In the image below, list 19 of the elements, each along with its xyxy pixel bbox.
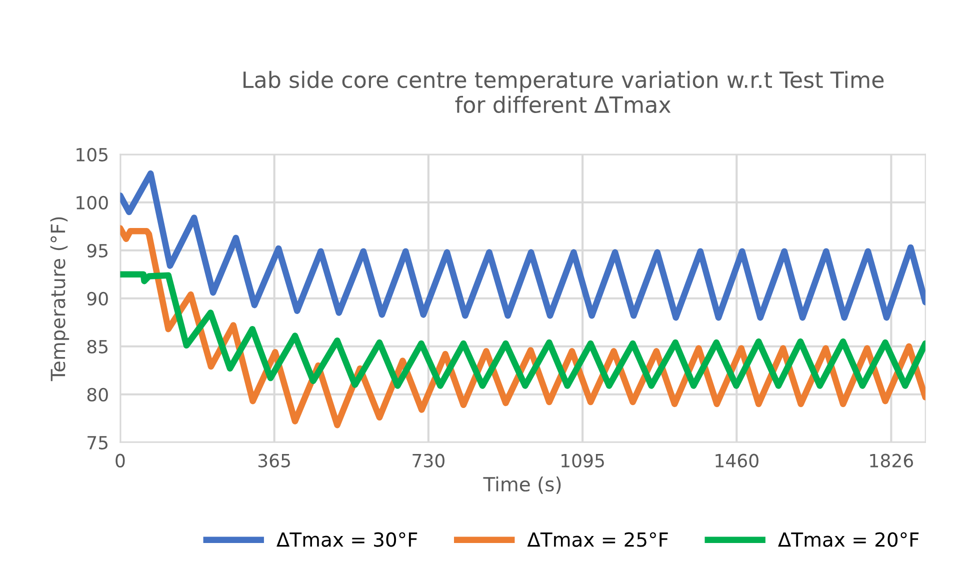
y-tick-label: 75 <box>88 436 108 450</box>
legend-label: ΔTmax = 20°F <box>778 532 919 547</box>
legend-label: ΔTmax = 25°F <box>527 532 668 547</box>
y-tick-label: 90 <box>87 292 108 306</box>
x-tick-label: 730 <box>412 454 444 468</box>
x-axis-title: Time (s) <box>483 476 561 494</box>
y-tick-label: 80 <box>87 388 108 402</box>
x-tick-label: 0 <box>116 454 125 468</box>
x-tick-label: 365 <box>258 454 290 468</box>
y-tick-label: 100 <box>76 196 108 210</box>
chart-title: Lab side core centre temperature variation w.r.t Test Time for different ΔTmax <box>244 70 884 114</box>
x-tick-label: 1826 <box>870 454 914 468</box>
y-tick-label: 85 <box>87 340 108 354</box>
y-axis-title: Temperature (°F) <box>50 217 70 382</box>
legend-label: ΔTmax = 30°F <box>276 532 418 547</box>
y-tick-label: 95 <box>87 244 108 258</box>
x-tick-label: 1095 <box>562 454 604 468</box>
x-tick-label: 1460 <box>716 454 758 468</box>
y-tick-label: 105 <box>76 148 108 162</box>
